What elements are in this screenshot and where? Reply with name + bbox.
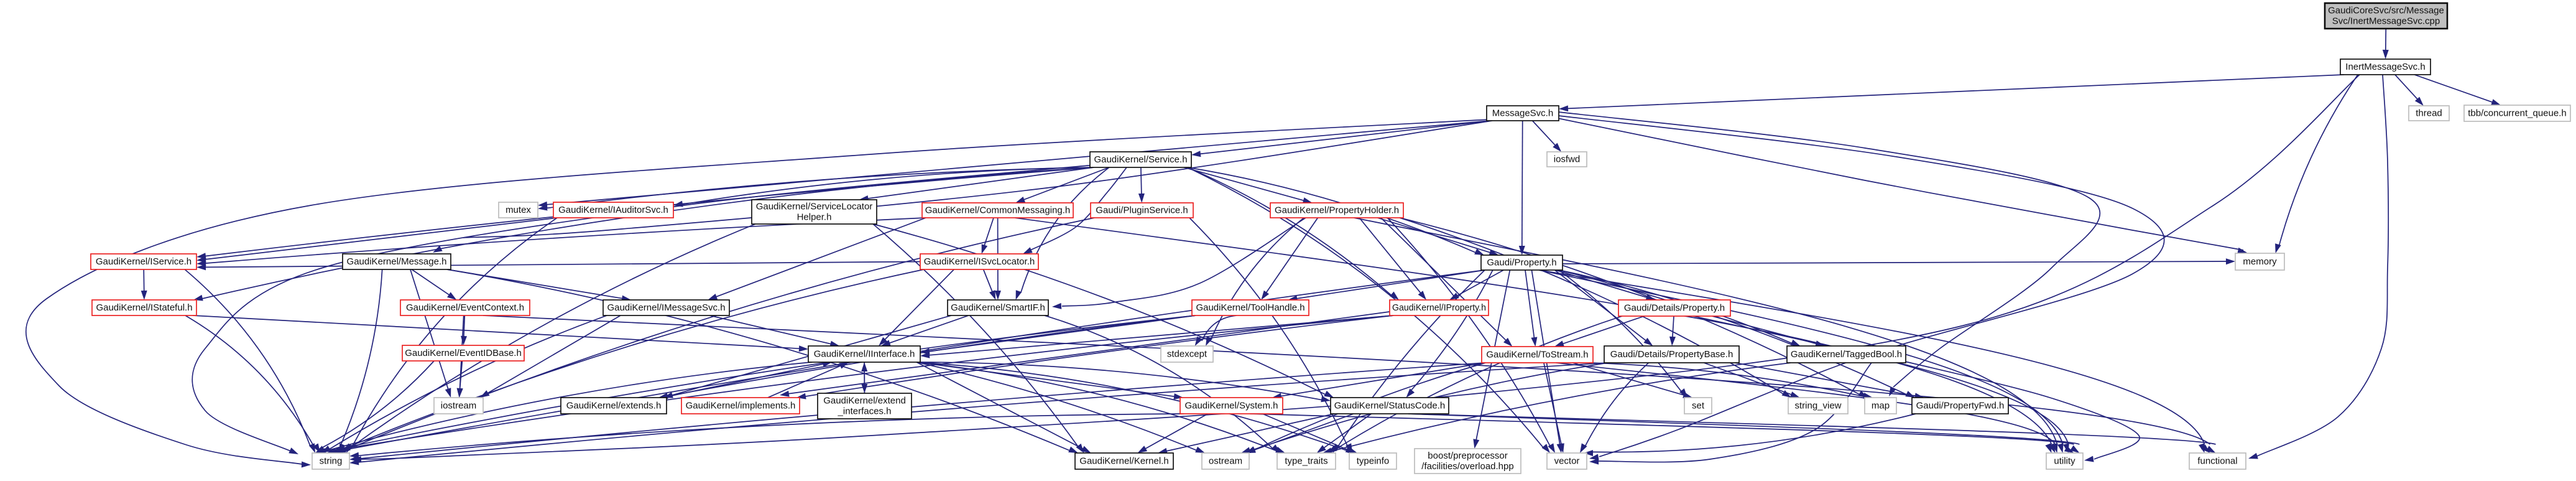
svg-text:GaudiKernel/implements.h: GaudiKernel/implements.h [686, 401, 796, 411]
svg-text:GaudiKernel/IAuditorSvc.h: GaudiKernel/IAuditorSvc.h [558, 205, 668, 215]
svg-text:/facilities/overload.hpp: /facilities/overload.hpp [1421, 461, 1513, 472]
svg-text:utility: utility [2054, 456, 2075, 467]
svg-text:GaudiKernel/IStateful.h: GaudiKernel/IStateful.h [96, 302, 192, 313]
svg-text:GaudiKernel/Message.h: GaudiKernel/Message.h [347, 256, 447, 267]
svg-text:string_view: string_view [1794, 401, 1841, 411]
svg-text:Gaudi/Details/Property.h: Gaudi/Details/Property.h [1624, 303, 1725, 314]
svg-text:GaudiKernel/ServiceLocator: GaudiKernel/ServiceLocator [756, 202, 873, 212]
svg-text:GaudiKernel/extend: GaudiKernel/extend [823, 396, 906, 406]
svg-text:Gaudi/PropertyFwd.h: Gaudi/PropertyFwd.h [1916, 401, 2005, 411]
svg-text:Gaudi/PluginService.h: Gaudi/PluginService.h [1096, 205, 1188, 216]
svg-text:map: map [1872, 401, 1890, 411]
svg-text:GaudiKernel/ToolHandle.h: GaudiKernel/ToolHandle.h [1196, 302, 1304, 313]
svg-text:GaudiCoreSvc/src/Message: GaudiCoreSvc/src/Message [2328, 6, 2444, 16]
svg-text:Svc/InertMessageSvc.cpp: Svc/InertMessageSvc.cpp [2332, 16, 2440, 27]
svg-text:stdexcept: stdexcept [1167, 349, 1207, 360]
svg-text:tbb/concurrent_queue.h: tbb/concurrent_queue.h [2468, 108, 2566, 119]
svg-text:GaudiKernel/ToStream.h: GaudiKernel/ToStream.h [1486, 350, 1588, 360]
svg-text:Gaudi/Property.h: Gaudi/Property.h [1487, 258, 1556, 268]
svg-text:Helper.h: Helper.h [797, 212, 832, 223]
svg-text:boost/preprocessor: boost/preprocessor [1428, 451, 1507, 461]
svg-text:GaudiKernel/IMessageSvc.h: GaudiKernel/IMessageSvc.h [607, 302, 725, 313]
svg-text:GaudiKernel/StatusCode.h: GaudiKernel/StatusCode.h [1334, 401, 1445, 411]
svg-text:_interfaces.h: _interfaces.h [838, 406, 892, 417]
svg-text:typeinfo: typeinfo [1357, 456, 1390, 467]
svg-text:string: string [320, 456, 343, 467]
svg-text:iostream: iostream [441, 401, 477, 411]
svg-text:GaudiKernel/TaggedBool.h: GaudiKernel/TaggedBool.h [1791, 349, 1902, 360]
svg-text:set: set [1692, 401, 1705, 411]
svg-text:memory: memory [2243, 256, 2277, 267]
svg-text:functional: functional [2197, 456, 2237, 467]
svg-text:GaudiKernel/Kernel.h: GaudiKernel/Kernel.h [1079, 456, 1168, 467]
svg-text:MessageSvc.h: MessageSvc.h [1492, 108, 1553, 119]
svg-text:GaudiKernel/PropertyHolder.h: GaudiKernel/PropertyHolder.h [1275, 205, 1399, 216]
svg-text:thread: thread [2416, 108, 2442, 119]
svg-text:ostream: ostream [1209, 456, 1242, 467]
svg-text:InertMessageSvc.h: InertMessageSvc.h [2345, 62, 2425, 72]
svg-text:GaudiKernel/ISvcLocator.h: GaudiKernel/ISvcLocator.h [924, 256, 1035, 267]
svg-text:GaudiKernel/SmartIF.h: GaudiKernel/SmartIF.h [951, 302, 1045, 313]
svg-text:GaudiKernel/EventIDBase.h: GaudiKernel/EventIDBase.h [405, 348, 522, 358]
svg-text:vector: vector [1554, 456, 1580, 467]
svg-text:GaudiKernel/extends.h: GaudiKernel/extends.h [566, 401, 662, 411]
svg-text:GaudiKernel/IProperty.h: GaudiKernel/IProperty.h [1392, 302, 1486, 313]
svg-text:GaudiKernel/EventContext.h: GaudiKernel/EventContext.h [406, 302, 524, 313]
svg-text:iosfwd: iosfwd [1554, 154, 1581, 165]
svg-text:GaudiKernel/System.h: GaudiKernel/System.h [1184, 401, 1278, 411]
svg-text:Gaudi/Details/PropertyBase.h: Gaudi/Details/PropertyBase.h [1610, 349, 1733, 360]
svg-text:GaudiKernel/IService.h: GaudiKernel/IService.h [96, 256, 192, 267]
svg-text:GaudiKernel/CommonMessaging.h: GaudiKernel/CommonMessaging.h [925, 205, 1070, 216]
svg-text:GaudiKernel/Service.h: GaudiKernel/Service.h [1094, 154, 1187, 165]
svg-text:type_traits: type_traits [1285, 456, 1327, 467]
svg-text:mutex: mutex [506, 205, 531, 215]
svg-text:GaudiKernel/IInterface.h: GaudiKernel/IInterface.h [814, 349, 915, 360]
